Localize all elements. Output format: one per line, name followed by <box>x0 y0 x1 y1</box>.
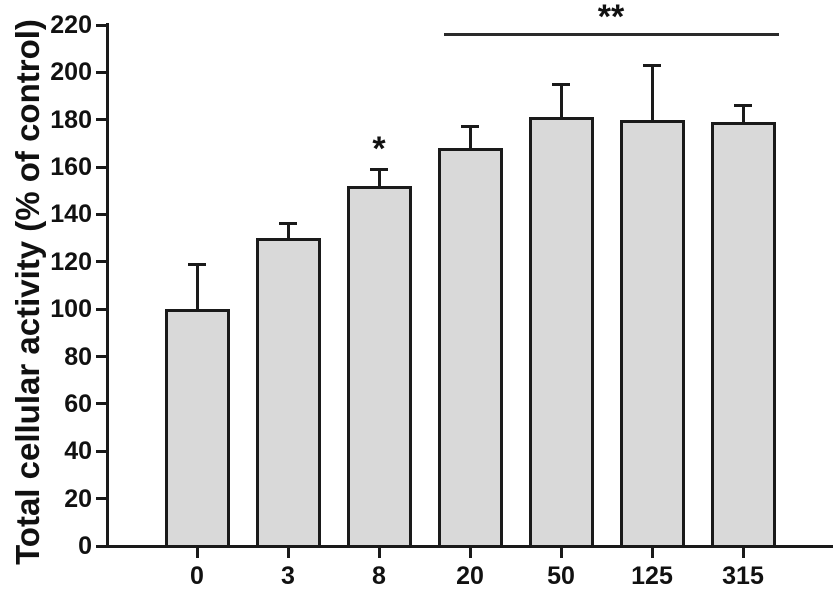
x-axis-tick <box>468 548 472 558</box>
error-bar-cap <box>370 167 388 171</box>
y-axis-tick <box>96 544 106 548</box>
x-axis-tick <box>377 548 381 558</box>
bar <box>528 117 594 548</box>
y-axis-tick <box>96 307 106 311</box>
x-axis-tick <box>650 548 654 558</box>
error-bar-cap <box>188 262 206 266</box>
x-axis-tick-label: 315 <box>722 562 764 590</box>
y-axis-tick-label: 120 <box>50 247 92 276</box>
x-axis-tick-label: 50 <box>547 562 575 590</box>
y-axis-line <box>106 23 109 548</box>
y-axis-tick <box>96 165 106 169</box>
y-axis-tick <box>96 355 106 359</box>
x-axis-tick-label: 20 <box>456 562 484 590</box>
y-axis-tick <box>96 497 106 501</box>
y-axis-tick <box>96 23 106 27</box>
error-bar-cap <box>461 125 479 129</box>
x-axis-tick-label: 0 <box>190 562 204 590</box>
x-axis-tick <box>286 548 290 558</box>
x-axis-tick-label: 3 <box>281 562 295 590</box>
y-axis-title: Total cellular activity (% of control) <box>9 19 46 565</box>
bar <box>164 309 230 548</box>
y-axis-tick <box>96 118 106 122</box>
y-axis-tick <box>96 449 106 453</box>
error-bar-cap <box>279 222 297 226</box>
y-axis-tick-label: 140 <box>50 200 92 229</box>
error-bar-stem <box>468 126 472 149</box>
y-axis-tick-label: 200 <box>50 58 92 87</box>
x-axis-tick <box>741 548 745 558</box>
y-axis-tick-label: 100 <box>50 295 92 324</box>
error-bar-cap <box>734 104 752 108</box>
error-bar-stem <box>377 169 381 187</box>
significance-line <box>443 32 779 36</box>
x-axis-tick <box>559 548 563 558</box>
x-axis-tick-label: 8 <box>372 562 386 590</box>
y-axis-tick-label: 60 <box>64 389 92 418</box>
y-axis-tick <box>96 70 106 74</box>
error-bar-stem <box>559 84 563 118</box>
y-axis-tick-label: 80 <box>64 342 92 371</box>
x-axis-tick <box>195 548 199 558</box>
bar <box>619 119 685 548</box>
error-bar-stem <box>286 223 290 239</box>
significance-stars: ** <box>597 0 625 37</box>
bar <box>710 122 776 548</box>
y-axis-tick-label: 220 <box>50 11 92 39</box>
bar <box>346 186 412 548</box>
y-axis-tick <box>96 212 106 216</box>
error-bar-stem <box>195 264 199 310</box>
y-axis-tick-label: 0 <box>78 532 92 560</box>
bar <box>255 238 321 548</box>
y-axis-tick <box>96 260 106 264</box>
error-bar-cap <box>643 63 661 67</box>
y-axis-tick-label: 180 <box>50 105 92 134</box>
x-axis-tick-label: 125 <box>631 562 673 590</box>
bar <box>437 148 503 548</box>
error-bar-stem <box>650 65 654 120</box>
y-axis-tick-label: 160 <box>50 153 92 182</box>
significance-star: * <box>372 130 386 169</box>
y-axis-tick <box>96 402 106 406</box>
error-bar-stem <box>741 105 745 123</box>
y-axis-tick-label: 40 <box>64 437 92 466</box>
y-axis-tick-label: 20 <box>64 484 92 513</box>
error-bar-cap <box>552 82 570 86</box>
